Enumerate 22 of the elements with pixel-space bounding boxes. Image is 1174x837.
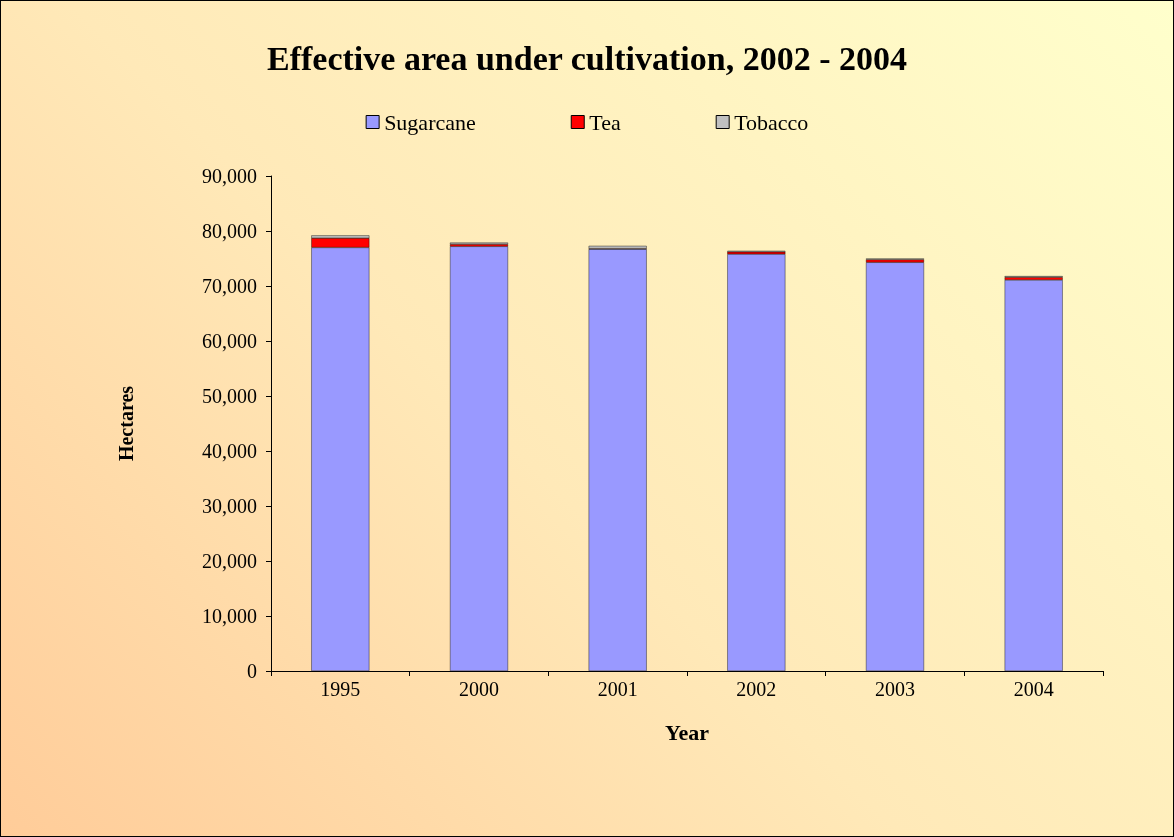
y-tick-label: 30,000	[202, 495, 257, 517]
x-tick-label: 2000	[459, 678, 499, 700]
y-tick-label: 20,000	[202, 550, 257, 572]
legend-label: Tea	[589, 109, 621, 135]
y-tick-label: 40,000	[202, 440, 257, 462]
y-tick-label: 70,000	[202, 275, 257, 297]
x-tick-label: 2003	[875, 678, 915, 700]
chart-title: Effective area under cultivation, 2002 - 2004	[267, 39, 907, 77]
x-tick-label: 2004	[1013, 678, 1054, 700]
y-tick-label: 0	[247, 660, 257, 682]
y-tick-label: 10,000	[202, 605, 257, 627]
x-axis-title: Year	[665, 719, 710, 745]
legend-label: Tobacco	[734, 109, 809, 135]
x-tick-label: 2001	[597, 678, 638, 700]
y-tick-label: 90,000	[202, 165, 257, 187]
y-axis-title: Hectares	[115, 385, 137, 462]
y-tick-label: 80,000	[202, 220, 257, 242]
y-tick-label: 50,000	[202, 385, 257, 407]
x-tick-label: 1995	[320, 678, 361, 700]
legend-label: Sugarcane	[384, 109, 476, 135]
x-tick-label: 2002	[736, 678, 777, 700]
y-tick-label: 60,000	[202, 330, 257, 352]
